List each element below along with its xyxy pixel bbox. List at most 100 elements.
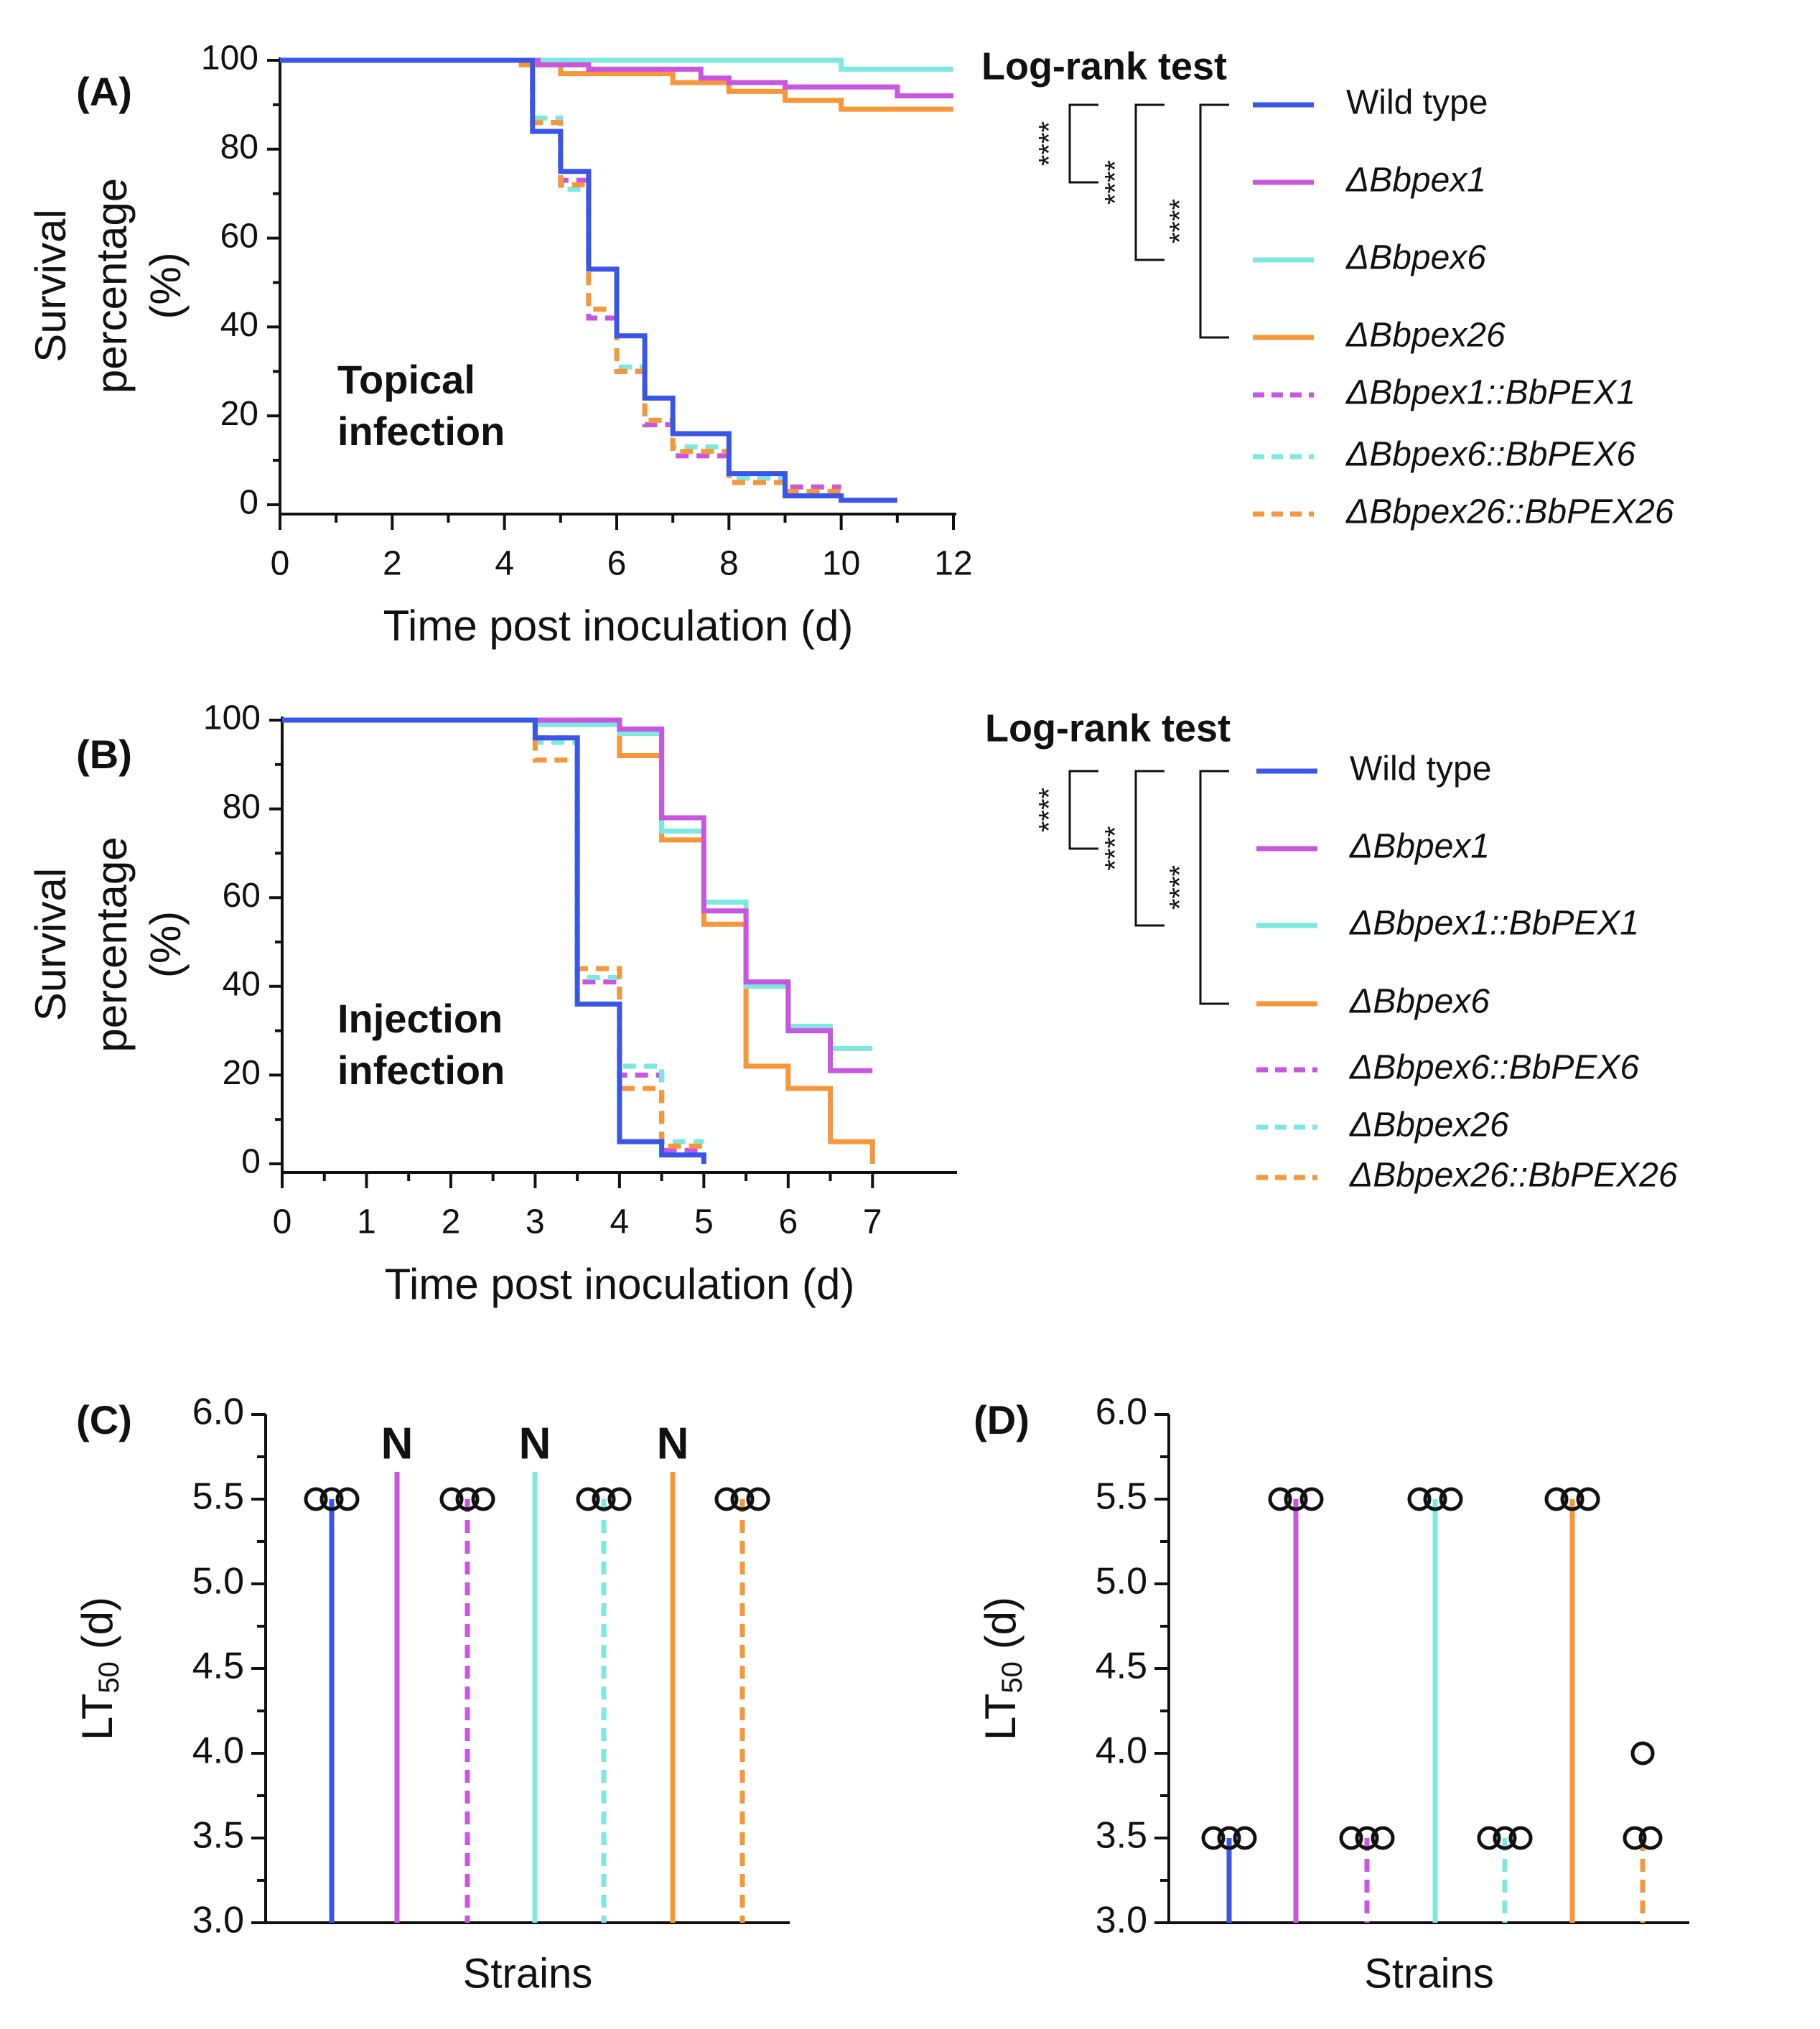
not-determined-label: N xyxy=(519,1419,551,1468)
infection-annotation: infection xyxy=(337,1048,505,1093)
x-tick-label: 4 xyxy=(610,1203,630,1241)
lt50-point xyxy=(319,1487,344,1511)
legend-title: Log-rank test xyxy=(981,45,1227,88)
survival-curve xyxy=(280,57,897,503)
lt50-point xyxy=(592,1487,616,1511)
lt50-point xyxy=(455,1487,480,1511)
y-tick-label: 3.5 xyxy=(192,1815,244,1857)
lt50-point xyxy=(1217,1826,1241,1850)
lt50-point xyxy=(1407,1487,1432,1511)
lt50-point xyxy=(607,1487,632,1511)
panel-label: (C) xyxy=(76,1397,132,1442)
y-axis-title-subscript: 50 xyxy=(93,1661,125,1694)
legend-label: ΔBbpex6::BbPEX6 xyxy=(1349,1049,1639,1087)
lt50-point xyxy=(1576,1487,1600,1511)
legend-label: ΔBbpex1::BbPEX1 xyxy=(1349,905,1639,943)
lt50-point xyxy=(1299,1487,1324,1511)
lt50-point xyxy=(1638,1826,1663,1850)
panel-label: (B) xyxy=(76,732,132,777)
y-tick-label: 4.5 xyxy=(192,1646,244,1687)
y-tick-label: 60 xyxy=(220,217,258,255)
x-axis-title: Strains xyxy=(463,1950,593,1997)
y-tick-label: 100 xyxy=(203,699,261,737)
survival-curve xyxy=(280,57,841,494)
lt50-point xyxy=(439,1487,464,1511)
legend-label: ΔBbpex6::BbPEX6 xyxy=(1345,436,1635,474)
lt50-point xyxy=(1508,1826,1533,1850)
lt50-point xyxy=(714,1487,739,1511)
lt50-point xyxy=(471,1487,495,1511)
survival-curve xyxy=(282,717,704,1144)
y-tick-label: 6.0 xyxy=(192,1391,244,1433)
y-tick-label: 4.0 xyxy=(192,1730,244,1772)
y-tick-label: 20 xyxy=(223,1054,261,1092)
legend-label: ΔBbpex26 xyxy=(1345,317,1506,355)
significance-bracket xyxy=(1134,103,1165,261)
y-tick-label: 20 xyxy=(220,395,258,433)
y-axis-title-main: LT xyxy=(73,1693,121,1740)
survival-curve xyxy=(280,57,953,112)
legend-label: ΔBbpex26 xyxy=(1349,1106,1509,1144)
lt50-point xyxy=(1233,1826,1257,1850)
y-axis-title: (%) xyxy=(141,252,190,319)
x-tick-label: 3 xyxy=(526,1203,545,1241)
infection-annotation: Topical xyxy=(337,357,475,402)
y-tick-label: 3.0 xyxy=(192,1900,244,1941)
x-tick-label: 2 xyxy=(442,1203,461,1241)
significance-stars: **** xyxy=(1100,160,1131,205)
y-tick-label: 80 xyxy=(223,788,261,826)
lt50-point xyxy=(1493,1826,1517,1850)
x-tick-label: 6 xyxy=(778,1203,798,1241)
x-tick-label: 4 xyxy=(495,545,514,583)
panel-d: (D) 3.0 3.5 4.0 4.5 5.0 5.5 6.0 Strains LT50 (d) xyxy=(974,1391,1689,1997)
x-axis-title: Time post inoculation (d) xyxy=(383,602,854,650)
lt50-point xyxy=(1544,1487,1569,1511)
significance-bracket xyxy=(1068,770,1098,850)
x-tick-label: 0 xyxy=(271,545,290,583)
y-axis-title-subscript: 50 xyxy=(997,1661,1028,1694)
y-tick-label: 40 xyxy=(220,306,258,344)
legend-label: ΔBbpex6 xyxy=(1349,983,1490,1021)
x-tick-label: 8 xyxy=(719,545,739,583)
significance-stars: **** xyxy=(1034,788,1065,832)
lt50-point xyxy=(1630,1741,1655,1766)
lt50-point xyxy=(746,1487,770,1511)
y-tick-label: 5.5 xyxy=(1096,1476,1147,1518)
legend-label: ΔBbpex6 xyxy=(1345,239,1486,277)
x-tick-label: 0 xyxy=(273,1203,292,1241)
legend-label: ΔBbpex1 xyxy=(1349,828,1490,866)
lt50-point xyxy=(1623,1826,1647,1850)
survival-curve xyxy=(282,717,873,1073)
lt50-point xyxy=(1339,1826,1363,1850)
not-determined-label: N xyxy=(381,1419,414,1468)
y-axis-title: LT50 (d) xyxy=(976,1597,1028,1740)
y-tick-label: 4.5 xyxy=(1096,1646,1147,1687)
y-tick-label: 5.0 xyxy=(192,1561,244,1603)
panel-a: (A) 0 20 40 60 80 100 0 2 4 6 8 10 12 Time post inocul… xyxy=(27,39,1674,650)
y-axis-title: Survival xyxy=(27,868,75,1021)
y-tick-label: 0 xyxy=(241,1143,261,1181)
y-axis-title: percentage xyxy=(88,836,136,1052)
significance-stars: **** xyxy=(1165,199,1196,243)
lt50-point xyxy=(1355,1826,1379,1850)
x-tick-label: 12 xyxy=(934,545,972,583)
y-tick-label: 5.0 xyxy=(1096,1561,1147,1603)
not-determined-label: N xyxy=(657,1419,689,1468)
lt50-point xyxy=(335,1487,360,1511)
lt50-point xyxy=(1560,1487,1585,1511)
lt50-point xyxy=(1423,1487,1447,1511)
legend-label: ΔBbpex26::BbPEX26 xyxy=(1349,1157,1678,1195)
y-tick-label: 60 xyxy=(223,877,261,915)
y-axis-title-unit: (d) xyxy=(73,1597,121,1661)
significance-stars: **** xyxy=(1165,865,1196,910)
panel-c: (C) 3.0 3.5 4.0 4.5 5.0 5.5 6.0 Strains LT50 (d) N… xyxy=(73,1391,790,1997)
significance-bracket xyxy=(1199,770,1229,1005)
lt50-point xyxy=(730,1487,755,1511)
lt50-point xyxy=(1284,1487,1308,1511)
legend-title: Log-rank test xyxy=(985,706,1231,750)
infection-annotation: infection xyxy=(337,409,505,454)
y-axis-title: percentage xyxy=(88,178,136,393)
panel-label: (D) xyxy=(974,1397,1030,1442)
lt50-point xyxy=(1201,1826,1226,1850)
